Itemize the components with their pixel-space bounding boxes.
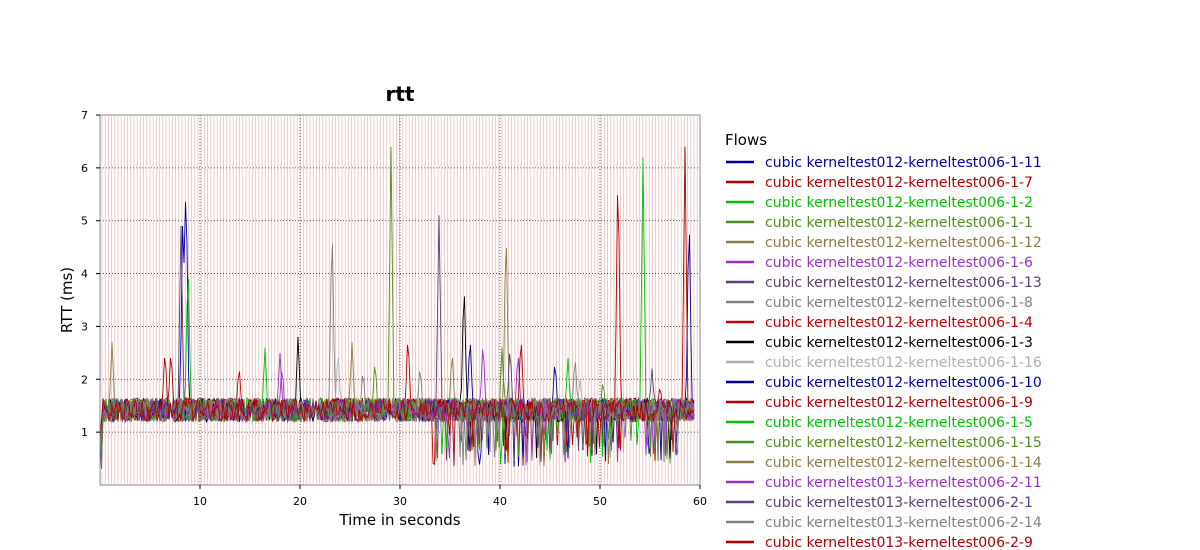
series-line (99, 344, 695, 466)
chart-title: rtt (386, 82, 415, 106)
y-tick-label: 3 (81, 320, 88, 333)
y-tick-label: 6 (81, 162, 88, 175)
plot-background (100, 115, 700, 485)
series-line (99, 362, 695, 465)
series-lines (99, 146, 695, 469)
legend-entry-label: cubic kerneltest012-kerneltest006-1-13 (765, 275, 1042, 291)
legend-entry-label: cubic kerneltest012-kerneltest006-1-3 (765, 335, 1033, 351)
x-tick-label: 30 (393, 495, 407, 508)
y-tick-label: 1 (81, 426, 88, 439)
x-tick-label: 40 (493, 495, 507, 508)
legend-entry-label: cubic kerneltest012-kerneltest006-1-9 (765, 395, 1033, 411)
legend-entry-label: cubic kerneltest012-kerneltest006-1-11 (765, 155, 1042, 171)
y-tick-label: 5 (81, 215, 88, 228)
x-tick-label: 60 (693, 495, 707, 508)
legend-entry-label: cubic kerneltest012-kerneltest006-1-14 (765, 455, 1042, 471)
legend-entry-label: cubic kerneltest012-kerneltest006-1-7 (765, 175, 1033, 191)
time-hatch-lines (101, 115, 698, 485)
legend-entry-label: cubic kerneltest013-kerneltest006-2-14 (765, 515, 1042, 531)
legend-entry-label: cubic kerneltest012-kerneltest006-1-5 (765, 415, 1033, 431)
legend-entry-label: cubic kerneltest012-kerneltest006-1-16 (765, 355, 1042, 371)
x-tick-label: 20 (293, 495, 307, 508)
y-tick-label: 2 (81, 373, 88, 386)
legend-entry-label: cubic kerneltest013-kerneltest006-2-9 (765, 535, 1033, 550)
y-tick-label: 7 (81, 109, 88, 122)
legend-entry-label: cubic kerneltest012-kerneltest006-1-10 (765, 375, 1042, 391)
legend-entry-label: cubic kerneltest012-kerneltest006-1-15 (765, 435, 1042, 451)
x-axis-ticks: 10 20 30 40 50 60 (193, 485, 707, 508)
legend-entry-label: cubic kerneltest012-kerneltest006-1-8 (765, 295, 1033, 311)
x-tick-label: 10 (193, 495, 207, 508)
major-grid (100, 114, 700, 485)
legend-title: Flows (725, 131, 767, 149)
legend-entry-label: cubic kerneltest013-kerneltest006-2-11 (765, 475, 1042, 491)
dense-time-grid (101, 115, 698, 485)
y-tick-label: 4 (81, 268, 88, 281)
x-tick-label: 50 (593, 495, 607, 508)
series-line (99, 366, 695, 466)
y-axis-ticks: 1 2 3 4 5 6 7 (81, 109, 100, 439)
plot-area (99, 114, 701, 486)
legend-entry-label: cubic kerneltest012-kerneltest006-1-6 (765, 255, 1033, 271)
series-line (99, 342, 695, 466)
series-line (99, 349, 695, 466)
legend-entry-label: cubic kerneltest012-kerneltest006-1-2 (765, 195, 1033, 211)
legend-entry-label: cubic kerneltest012-kerneltest006-1-1 (765, 215, 1033, 231)
legend-entry-label: cubic kerneltest012-kerneltest006-1-12 (765, 235, 1042, 251)
series-line (99, 358, 695, 457)
x-axis-label: Time in seconds (338, 511, 460, 529)
legend-entry-label: cubic kerneltest012-kerneltest006-1-4 (765, 315, 1033, 331)
y-axis-label: RTT (ms) (58, 267, 76, 333)
legend-entry-label: cubic kerneltest013-kerneltest006-2-1 (765, 495, 1033, 511)
legend: Flows cubic kerneltest012-kerneltest006-… (725, 131, 1042, 550)
